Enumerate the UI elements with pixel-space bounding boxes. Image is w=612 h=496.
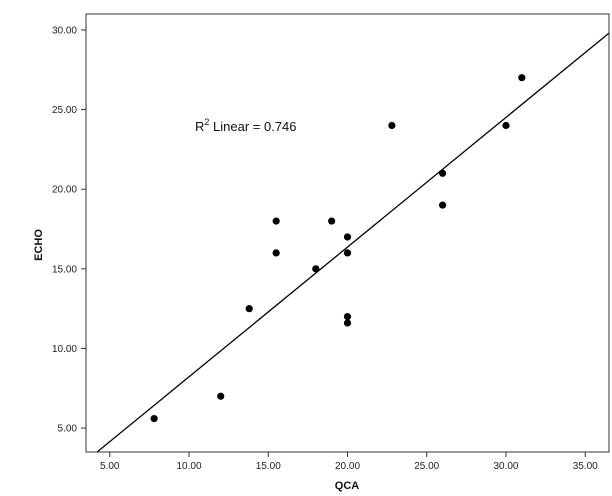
x-tick-label: 30.00 <box>493 461 518 472</box>
regression-fit-line <box>96 32 610 453</box>
data-point <box>272 249 280 257</box>
data-point <box>518 74 526 82</box>
data-point <box>150 414 158 423</box>
data-point <box>438 201 447 209</box>
data-point <box>272 217 280 225</box>
data-point <box>388 121 396 130</box>
plot-area-frame <box>85 13 610 453</box>
data-point <box>343 249 352 257</box>
data-point <box>245 305 253 313</box>
r-squared-annotation: R2 Linear = 0.746 <box>195 117 297 134</box>
y-tick-label: 30.00 <box>52 25 77 36</box>
data-point <box>343 233 352 241</box>
y-tick-label: 5.00 <box>58 424 78 435</box>
y-tick-label: 10.00 <box>52 344 77 355</box>
data-point <box>343 319 352 327</box>
x-tick-label: 10.00 <box>176 461 201 472</box>
y-tick-label: 20.00 <box>52 185 77 196</box>
x-tick-label: 35.00 <box>573 461 598 472</box>
data-point <box>502 121 510 130</box>
data-point <box>328 217 336 225</box>
x-tick-label: 25.00 <box>414 461 439 472</box>
x-tick-label: 5.00 <box>100 461 120 472</box>
y-axis-title: ECHO <box>33 229 45 261</box>
data-point <box>343 313 352 321</box>
y-tick-label: 15.00 <box>52 264 77 275</box>
data-point <box>217 392 225 400</box>
data-point <box>312 265 320 273</box>
x-tick-label: 20.00 <box>335 461 360 472</box>
x-axis-title: QCA <box>335 480 360 492</box>
x-tick-label: 15.00 <box>256 461 281 472</box>
y-tick-label: 25.00 <box>52 105 77 116</box>
